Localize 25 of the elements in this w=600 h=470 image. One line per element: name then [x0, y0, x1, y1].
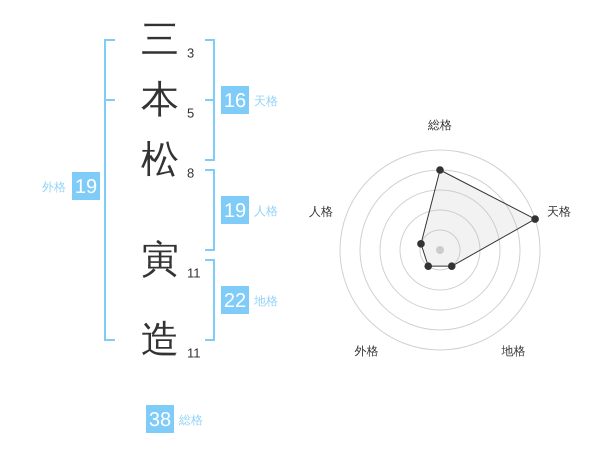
data-label: 5	[187, 106, 194, 120]
category-label: 天格	[254, 94, 278, 108]
data-label: 11	[187, 266, 200, 280]
data-label: 3	[187, 46, 194, 60]
category-label: 本	[141, 79, 179, 121]
spoke-label: 地格	[500, 344, 526, 358]
data-label: 19	[74, 176, 98, 198]
data-label: 16	[224, 90, 246, 112]
category-label: 寅	[141, 239, 179, 281]
spoke-label: 総格	[427, 118, 452, 132]
spoke-label: 外格	[354, 344, 379, 358]
category-label: 造	[141, 319, 179, 361]
category-label: 総格	[178, 413, 203, 427]
spoke-label: 人格	[309, 204, 334, 218]
category-label: 松	[141, 139, 179, 181]
category-label: 地格	[253, 294, 278, 308]
category-label: 外格	[42, 180, 66, 194]
category-label: 三	[141, 19, 179, 61]
data-label: 22	[224, 290, 246, 312]
data-label: 19	[224, 200, 246, 222]
category-label: 人格	[254, 204, 278, 218]
spoke-label: 天格	[546, 204, 571, 218]
data-label: 11	[187, 346, 200, 360]
data-label: 8	[187, 166, 194, 180]
data-label: 38	[148, 409, 172, 431]
